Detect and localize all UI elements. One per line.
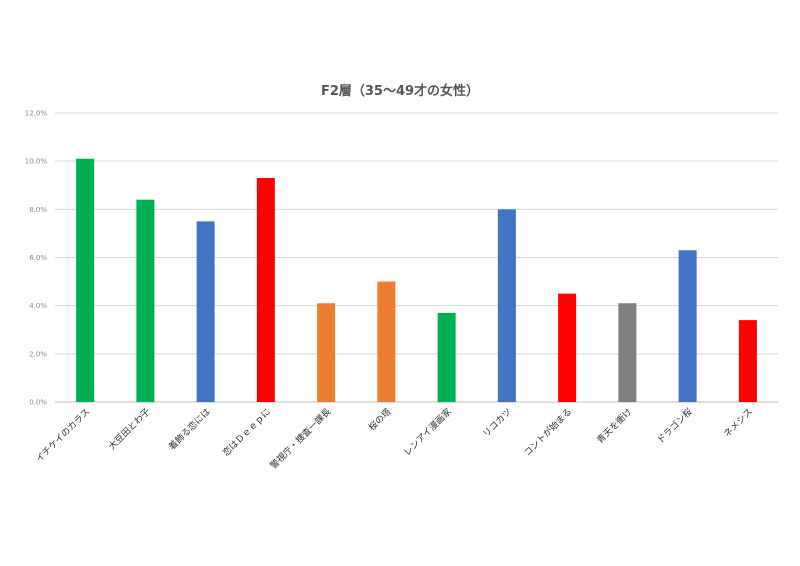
x-tick-label: イチケイのカラス (34, 406, 92, 464)
y-tick-label: 0.0% (29, 399, 47, 407)
y-tick-label: 10.0% (25, 158, 48, 166)
bar (136, 199, 155, 402)
bar (317, 303, 336, 402)
bar (678, 250, 697, 402)
x-tick-label: 青天を衝け (594, 406, 634, 446)
x-tick-label: 恋はＤｅｅｐに (220, 406, 273, 459)
x-tick-label: リコカツ (481, 406, 514, 439)
bar (738, 320, 757, 402)
x-tick-label: 警視庁・捜査一課長 (267, 406, 333, 472)
gridlines (55, 112, 778, 403)
bar (377, 281, 396, 402)
x-tick-label: 着飾る恋には (166, 406, 213, 453)
y-tick-label: 2.0% (29, 350, 47, 358)
chart-title: F2層（35～49才の女性） (321, 83, 479, 99)
x-tick-label: ドラゴン桜 (654, 406, 694, 446)
bar (558, 293, 577, 402)
y-tick-label: 6.0% (29, 254, 47, 262)
x-tick-label: コントが始まる (521, 406, 574, 459)
x-tick-label: ネメシス (722, 406, 755, 439)
bars (76, 158, 757, 402)
bar (76, 158, 95, 402)
y-axis-ticks: 0.0% 2.0% 4.0% 6.0% 8.0% 10.0% 12.0% (25, 110, 48, 407)
y-tick-label: 8.0% (29, 206, 47, 214)
bar (497, 209, 516, 402)
y-tick-label: 12.0% (25, 110, 48, 118)
x-axis-labels: イチケイのカラス 大豆田とわ子 着飾る恋には 恋はＤｅｅｐに警視庁・捜査一課長 桜の塔レ… (34, 406, 755, 472)
y-tick-label: 4.0% (29, 302, 47, 310)
x-tick-label: 大豆田とわ子 (106, 406, 153, 453)
x-tick-label: 桜の塔 (366, 406, 394, 434)
bar (256, 178, 275, 402)
bar (618, 303, 637, 402)
bar (437, 312, 456, 402)
bar (196, 221, 215, 402)
x-tick-label: レンアイ漫画家 (401, 406, 454, 459)
